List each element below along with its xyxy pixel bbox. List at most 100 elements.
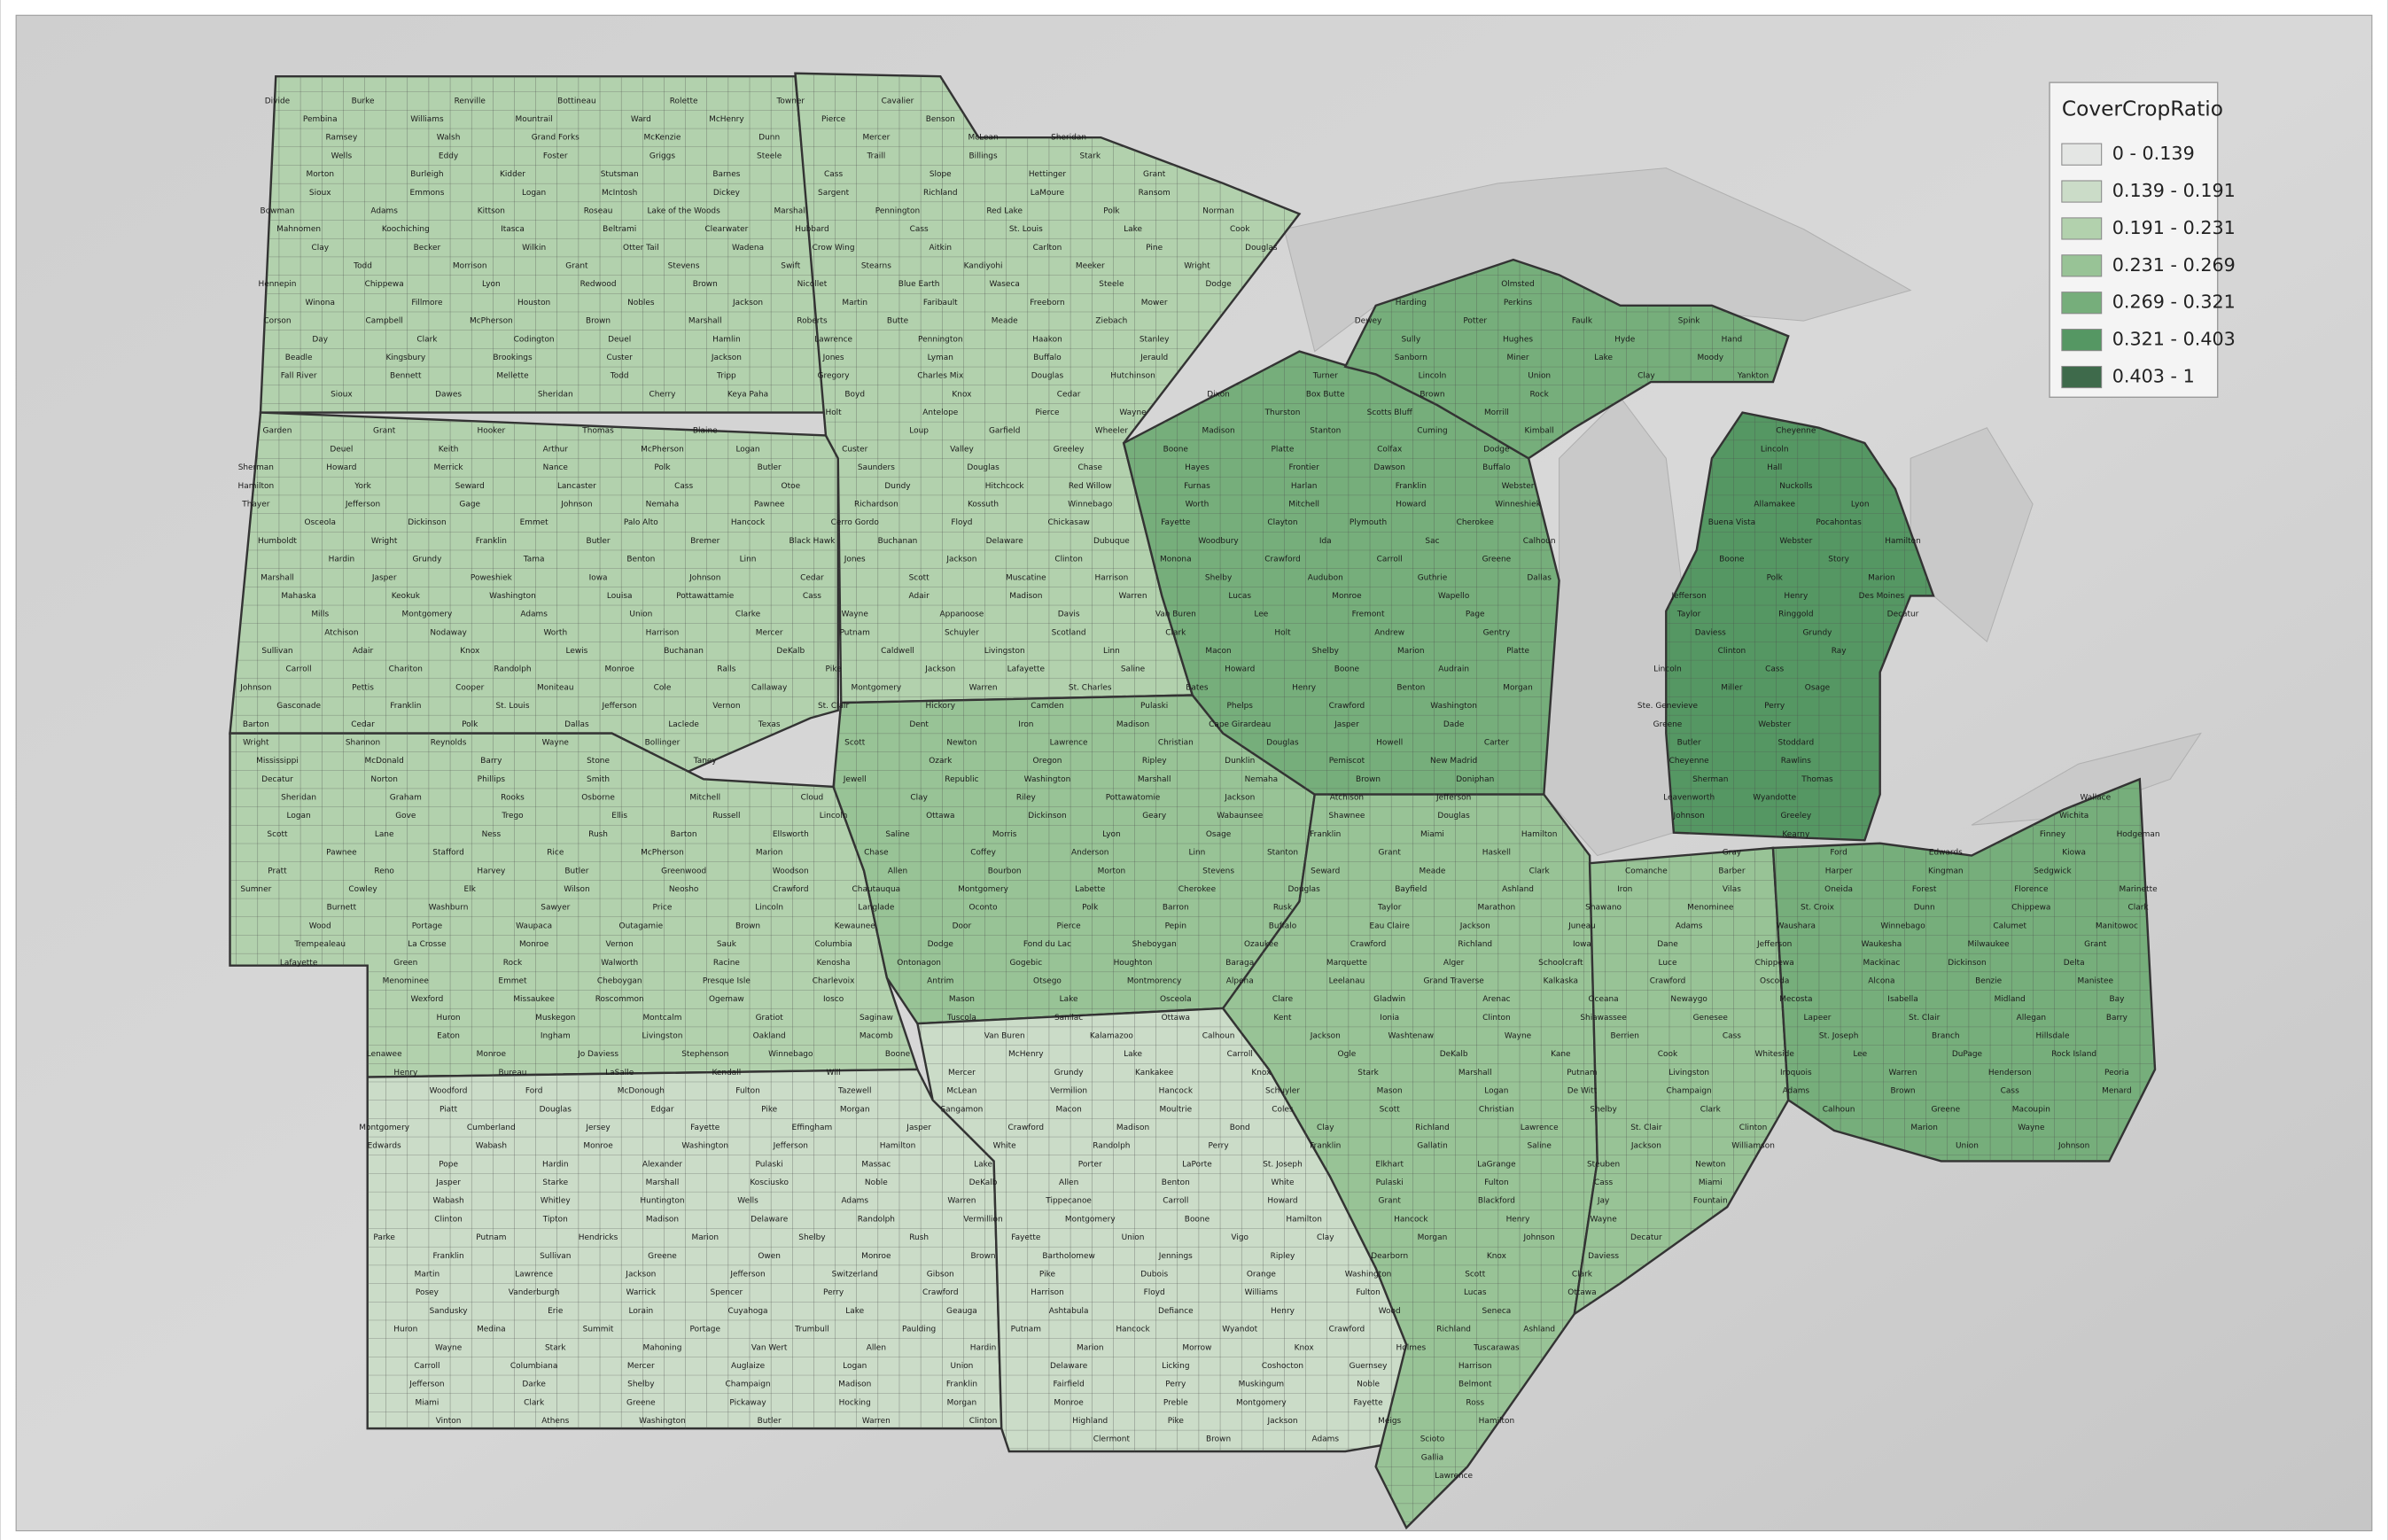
county-grid: [367, 1069, 1002, 1429]
county-label: Lake of the Woods: [647, 206, 720, 215]
county-label: Cherry: [650, 390, 677, 399]
county-label: Tuscola: [946, 1014, 976, 1023]
county-label: Harper: [1825, 867, 1853, 875]
county-label: Decatur: [1630, 1233, 1662, 1242]
county-label: Howell: [1376, 738, 1403, 747]
county-label: Shannon: [346, 738, 380, 747]
county-label: Milwaukee: [1968, 940, 2011, 949]
county-label: Warren: [947, 1197, 976, 1206]
county-label: Crawford: [1264, 556, 1301, 564]
county-label: Ida: [1319, 537, 1332, 546]
county-label: Benson: [926, 115, 955, 124]
county-label: Rice: [547, 849, 564, 858]
county-label: Nodaway: [430, 628, 467, 637]
county-label: Montgomery: [1065, 1215, 1116, 1224]
county-label: Webster: [1502, 482, 1535, 491]
county-labels: Divide Burke Renville Bottineau Rolette Towne…: [238, 97, 2160, 1481]
county-label: Polk: [1103, 206, 1120, 215]
county-label: Jerauld: [1140, 354, 1168, 362]
county-label: Shawano: [1585, 904, 1622, 913]
county-label: Bottineau: [557, 97, 595, 105]
county-label: Haskell: [1482, 849, 1511, 858]
county-label: Wood: [309, 922, 331, 930]
county-label: Riley: [1016, 794, 1037, 803]
county-label: Grundy: [1802, 628, 1832, 637]
county-label: Pierce: [1057, 922, 1082, 930]
county-label: Holmes: [1396, 1343, 1427, 1352]
county-grid: [795, 73, 1300, 704]
county-label: Saunders: [858, 463, 895, 472]
county-label: Atchison: [324, 628, 358, 637]
county-label: Greene: [626, 1398, 656, 1407]
county-label: Guthrie: [1418, 573, 1448, 582]
county-label: McIntosh: [602, 189, 637, 198]
county-label: Sauk: [717, 940, 737, 949]
county-label: Pierce: [821, 115, 846, 124]
county-label: Effingham: [792, 1124, 833, 1132]
county-label: Adair: [908, 592, 930, 601]
county-label: Trego: [501, 812, 523, 821]
county-label: Greene: [1931, 1105, 1960, 1114]
county-label: McPherson: [641, 445, 684, 454]
county-grid: [833, 695, 1315, 1024]
county-label: Thurston: [1264, 408, 1301, 417]
county-label: Howard: [326, 463, 356, 472]
county-label: Greene: [1482, 556, 1512, 564]
county-label: Hyde: [1614, 335, 1636, 344]
county-label: Oregon: [1033, 757, 1062, 766]
county-label: Switzerland: [832, 1270, 878, 1279]
county-label: Hamilton: [1521, 830, 1558, 839]
county-label: Lafayette: [1007, 665, 1046, 674]
county-label: Cuming: [1417, 427, 1448, 436]
county-label: Huntington: [640, 1197, 684, 1206]
county-label: Jackson: [625, 1270, 656, 1279]
legend-swatch: [2061, 329, 2103, 352]
county-label: Hamilton: [1885, 537, 1921, 546]
county-label: Jefferson: [729, 1270, 765, 1279]
county-label: Hitchcock: [985, 482, 1025, 491]
county-label: Hall: [1767, 463, 1782, 472]
county-label: Houston: [517, 299, 550, 307]
county-label: Osborne: [581, 794, 615, 803]
county-label: Dunn: [1914, 904, 1935, 913]
county-label: Henry: [1784, 592, 1809, 601]
county-label: Hamilton: [238, 482, 275, 491]
county-label: Clark: [1572, 1270, 1593, 1279]
county-label: Kankakee: [1135, 1069, 1174, 1077]
county-label: Lenawee: [367, 1050, 402, 1059]
county-label: Knox: [1295, 1343, 1314, 1352]
county-label: Union: [950, 1362, 973, 1371]
county-label: Warren: [969, 683, 998, 692]
county-label: Licking: [1162, 1362, 1189, 1371]
county-label: Boone: [1719, 556, 1745, 564]
county-label: Morris: [992, 830, 1017, 839]
county-label: St. Clair: [1630, 1124, 1662, 1132]
county-label: Douglas: [1031, 372, 1064, 381]
legend-label: 0.231 - 0.269: [2112, 254, 2236, 276]
county-label: Jefferson: [1435, 794, 1471, 803]
county-label: St. Clair: [1909, 1014, 1941, 1023]
county-label: Outagamie: [619, 922, 664, 930]
county-label: Wayne: [2018, 1124, 2045, 1132]
county-label: Polk: [1082, 904, 1099, 913]
legend-swatch: [2061, 180, 2103, 203]
county-label: Ward: [631, 115, 651, 124]
county-label: Todd: [353, 262, 372, 271]
county-label: Mackinac: [1863, 959, 1900, 968]
county-label: Todd: [610, 372, 629, 381]
county-label: Plymouth: [1350, 518, 1387, 527]
county-label: Pettis: [352, 683, 374, 692]
county-label: Fond du Lac: [1023, 940, 1071, 949]
county-label: Itasca: [501, 225, 525, 234]
county-label: Livingston: [642, 1032, 682, 1041]
county-label: Phillips: [478, 775, 506, 784]
county-label: Miami: [1420, 830, 1444, 839]
county-label: Tazewell: [837, 1087, 872, 1096]
county-label: Defiance: [1158, 1307, 1194, 1316]
county-label: Crawford: [922, 1288, 959, 1297]
county-label: Vernon: [606, 940, 634, 949]
county-label: Shawnee: [1328, 812, 1365, 821]
county-label: St. Joseph: [1819, 1032, 1859, 1041]
county-label: Juneau: [1567, 922, 1596, 930]
county-label: Pike: [761, 1105, 778, 1114]
